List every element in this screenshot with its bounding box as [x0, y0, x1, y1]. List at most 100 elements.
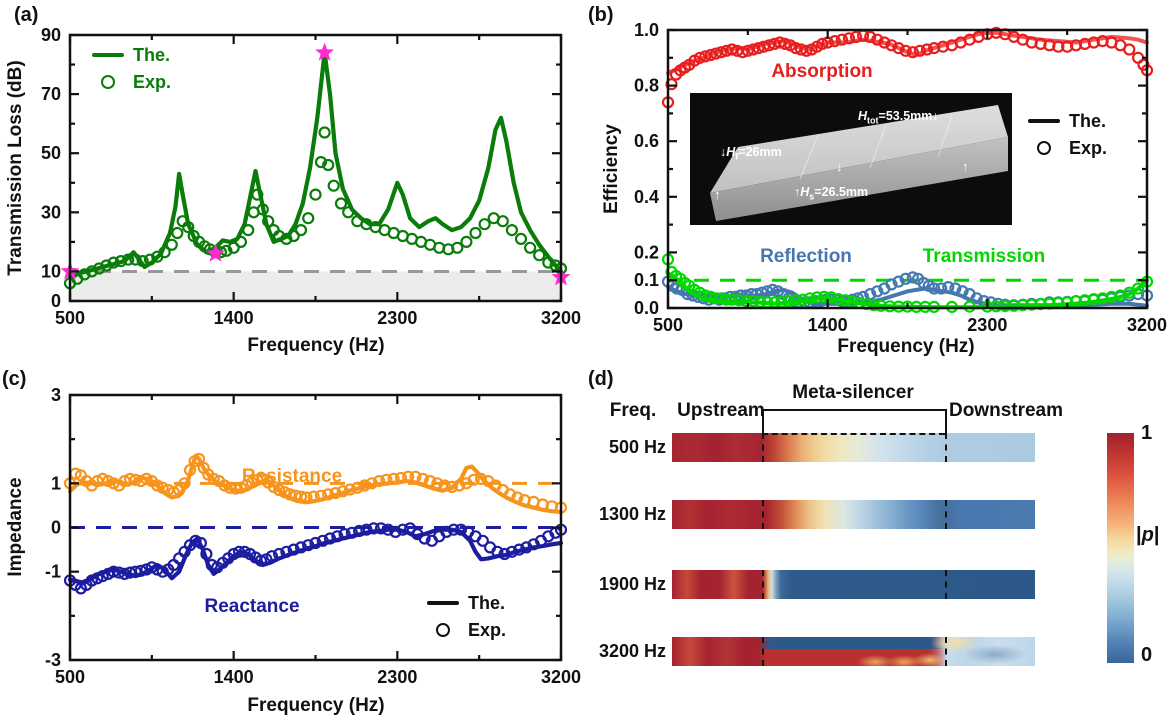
point-reactance-experiment [396, 523, 409, 536]
reactance-label: Reactance [204, 596, 300, 617]
row-label-1900hz: 1900 Hz [598, 574, 666, 594]
point-resistance-experiment [445, 480, 458, 494]
point-resistance-experiment [394, 471, 408, 485]
point-absorption-experiment [747, 43, 760, 56]
point-resistance-experiment [365, 477, 378, 490]
point-experiment [129, 253, 142, 266]
point-transmission-experiment [720, 293, 733, 306]
point-reflection-experiment [871, 285, 884, 298]
panel-a-transmission-loss-chart: 500 1400 2300 3200 0 10 30 50 70 90 [41, 25, 581, 328]
point-absorption-experiment [885, 39, 898, 52]
point-resistance-experiment [474, 472, 488, 486]
point-absorption-experiment [715, 46, 728, 59]
tick-label: 3 [51, 385, 61, 405]
point-reactance-experiment [265, 550, 278, 563]
row-label-1300hz: 1300 Hz [598, 504, 666, 524]
point-reactance-experiment [309, 536, 322, 550]
pressure-field-3200hz [672, 637, 1035, 666]
point-reactance-experiment [389, 525, 402, 538]
point-absorption-experiment [871, 33, 884, 46]
point-reactance-experiment [123, 566, 137, 579]
point-transmission-experiment [867, 299, 880, 312]
line-swatch-icon [1028, 119, 1060, 123]
point-transmission-experiment [839, 294, 852, 307]
point-experiment [256, 203, 269, 216]
point-experiment [122, 253, 135, 266]
point-absorption-experiment [709, 47, 722, 60]
point-reactance-experiment [194, 536, 207, 550]
point-transmission-experiment [963, 300, 976, 313]
point-resistance-experiment [96, 472, 109, 486]
up-arrow-icon: ↑ [714, 187, 721, 202]
meta-silencer-bracket [762, 409, 947, 434]
tick-label: 30 [41, 202, 61, 222]
bar-top-face [710, 105, 1008, 193]
point-experiment [302, 212, 315, 225]
panel-c-tag: (c) [2, 368, 27, 390]
point-reactance-experiment [404, 522, 417, 535]
legend-experiment-row: Exp. [92, 71, 171, 93]
legend-theory-label: The. [468, 592, 506, 613]
point-reactance-experiment [316, 534, 329, 547]
tick-label: 1 [51, 473, 61, 493]
panel-a-x-axis-title: Frequency (Hz) [247, 335, 385, 356]
point-resistance-experiment [431, 477, 444, 490]
point-experiment [136, 255, 149, 268]
point-reflection-experiment [906, 271, 919, 284]
legend-theory-row: The. [92, 44, 171, 66]
point-transmission-experiment [999, 300, 1012, 313]
panel-a-tag: (a) [14, 4, 39, 26]
point-experiment [327, 179, 340, 192]
point-experiment [182, 221, 195, 234]
tick-label: 0 [51, 518, 61, 538]
point-resistance-experiment [283, 488, 297, 501]
point-resistance-experiment [322, 488, 335, 501]
panel-b-legend: The. Exp. [1028, 110, 1107, 159]
point-resistance-experiment [234, 481, 247, 494]
point-resistance-experiment [273, 483, 286, 497]
point-transmission-experiment [832, 293, 845, 306]
point-absorption-experiment [864, 30, 877, 44]
point-resistance-experiment [402, 470, 415, 483]
tick-label: 0.8 [634, 76, 659, 96]
tick-label: 10 [41, 261, 61, 281]
point-experiment [280, 232, 293, 245]
panel-b-tag: (b) [588, 4, 614, 26]
point-transmission-experiment [699, 289, 712, 302]
point-experiment [273, 229, 286, 243]
point-reactance-experiment [85, 574, 98, 587]
silencer-boundary-dash [945, 500, 947, 529]
legend-theory-row: The. [427, 592, 506, 614]
reflection-label: Reflection [760, 246, 852, 267]
point-resistance-experiment [156, 481, 169, 494]
point-experiment [171, 226, 184, 240]
point-resistance-experiment [329, 487, 342, 500]
colorbar-min-tick: 0 [1141, 644, 1153, 666]
tick-label: 0.4 [634, 187, 659, 207]
point-resistance-experiment [351, 481, 364, 494]
panel-c-legend: The. Exp. [427, 592, 506, 641]
point-reactance-experiment [156, 565, 169, 578]
point-resistance-experiment [344, 483, 357, 496]
silencer-boundary-dash [945, 570, 947, 599]
point-reactance-experiment [233, 545, 246, 558]
point-experiment [242, 224, 255, 237]
point-reflection-experiment [899, 272, 912, 285]
point-experiment [158, 246, 171, 259]
point-transmission-experiment [818, 290, 831, 303]
point-resistance-experiment [467, 473, 480, 486]
point-resistance-experiment [178, 477, 191, 490]
legend-theory-row: The. [1028, 110, 1107, 132]
point-absorption-experiment [665, 78, 678, 91]
point-transmission-experiment [883, 300, 896, 313]
tick-label: -1 [45, 562, 61, 582]
tick-label: 90 [41, 25, 61, 45]
point-absorption-experiment [789, 41, 802, 55]
point-experiment [85, 265, 98, 278]
point-reactance-experiment [273, 547, 286, 561]
panel-b-efficiency-chart: 500 1400 2300 3200 0.0 0.1 0.2 0.4 0.6 0.8 1.0 [634, 20, 1167, 335]
point-experiment [234, 235, 247, 248]
point-experiment [100, 259, 113, 272]
point-resistance-experiment [380, 473, 393, 486]
point-absorption-experiment [693, 51, 707, 64]
